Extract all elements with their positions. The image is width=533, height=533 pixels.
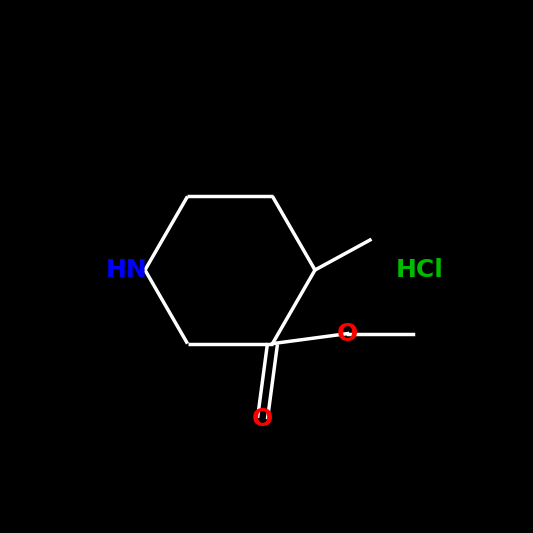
Text: O: O <box>337 321 358 345</box>
Text: O: O <box>252 407 273 431</box>
Text: HN: HN <box>106 258 148 282</box>
Text: HCl: HCl <box>396 258 444 282</box>
